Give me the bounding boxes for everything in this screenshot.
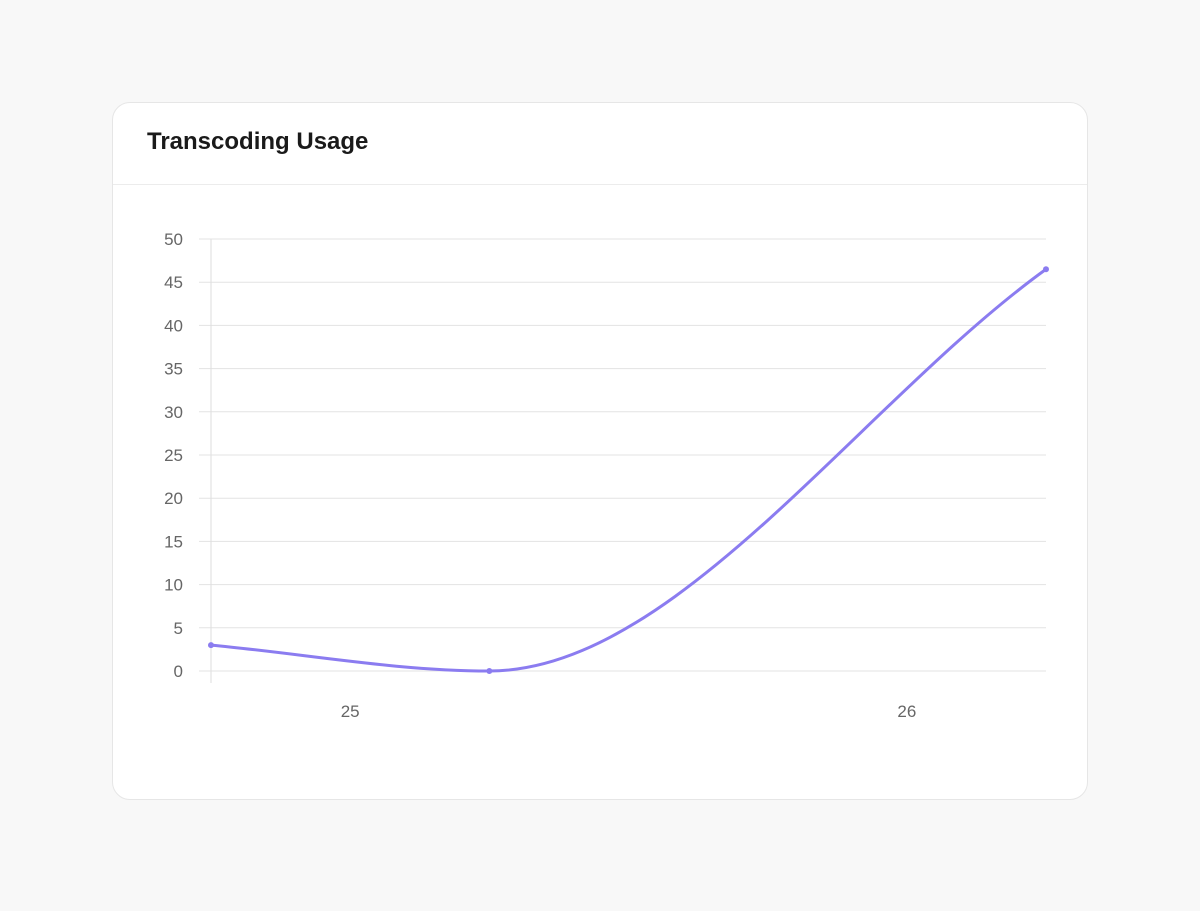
y-tick-label: 5: [174, 619, 183, 638]
y-tick-label: 35: [164, 360, 183, 379]
y-tick-label: 25: [164, 446, 183, 465]
chart-area: 0 5 10 15 20 25 30 35 40 45 50 25 26: [113, 185, 1087, 799]
y-tick-label: 10: [164, 576, 183, 595]
x-tick-label: 26: [897, 702, 916, 721]
x-tick-label: 25: [341, 702, 360, 721]
y-tick-label: 50: [164, 230, 183, 249]
card-title: Transcoding Usage: [147, 127, 369, 155]
chart-card: Transcoding Usage 0 5 10 15 20 25 30 35 40 45 50 25…: [112, 102, 1088, 800]
y-tick-label: 15: [164, 532, 183, 551]
y-tick-label: 30: [164, 403, 183, 422]
series-line: [209, 267, 1048, 673]
y-tick-label: 40: [164, 316, 183, 335]
y-tick-label: 20: [164, 489, 183, 508]
line-chart: 0 5 10 15 20 25 30 35 40 45 50 25 26: [164, 230, 1049, 721]
data-point: [486, 668, 493, 674]
y-tick-label: 45: [164, 273, 183, 292]
data-point: [208, 642, 214, 649]
data-point: [1043, 266, 1049, 273]
y-tick-label: 0: [174, 662, 183, 681]
card-header: Transcoding Usage: [113, 103, 1087, 185]
